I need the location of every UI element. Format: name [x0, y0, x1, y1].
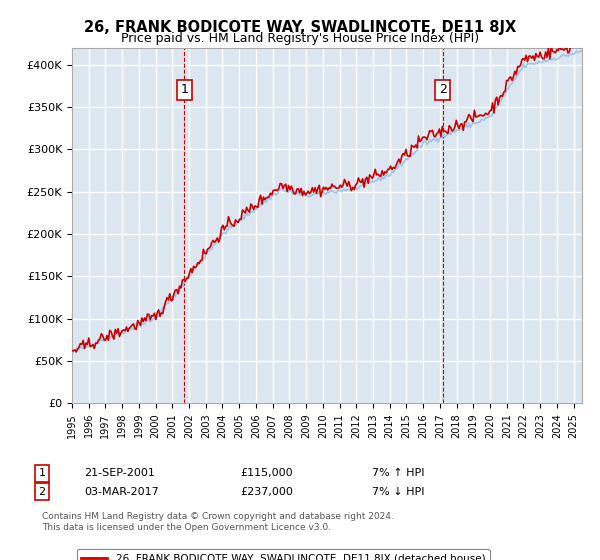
- Text: 2: 2: [38, 487, 46, 497]
- Text: Contains HM Land Registry data © Crown copyright and database right 2024.
This d: Contains HM Land Registry data © Crown c…: [42, 512, 394, 532]
- Text: 1: 1: [181, 83, 188, 96]
- Text: 7% ↑ HPI: 7% ↑ HPI: [372, 468, 425, 478]
- Text: 7% ↓ HPI: 7% ↓ HPI: [372, 487, 425, 497]
- Text: £115,000: £115,000: [240, 468, 293, 478]
- Text: 2: 2: [439, 83, 446, 96]
- Text: £237,000: £237,000: [240, 487, 293, 497]
- Text: 26, FRANK BODICOTE WAY, SWADLINCOTE, DE11 8JX: 26, FRANK BODICOTE WAY, SWADLINCOTE, DE1…: [84, 20, 516, 35]
- Text: 03-MAR-2017: 03-MAR-2017: [84, 487, 159, 497]
- Text: 1: 1: [38, 468, 46, 478]
- Text: Price paid vs. HM Land Registry's House Price Index (HPI): Price paid vs. HM Land Registry's House …: [121, 32, 479, 45]
- Legend: 26, FRANK BODICOTE WAY, SWADLINCOTE, DE11 8JX (detached house), HPI: Average pri: 26, FRANK BODICOTE WAY, SWADLINCOTE, DE1…: [77, 549, 490, 560]
- Text: 21-SEP-2001: 21-SEP-2001: [84, 468, 155, 478]
